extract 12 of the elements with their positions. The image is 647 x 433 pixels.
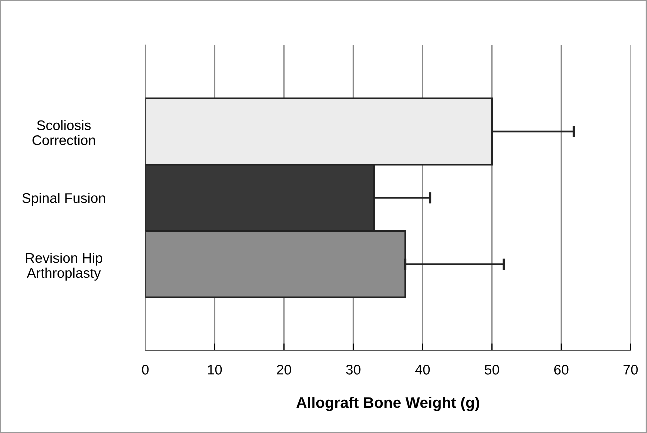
x-tick-label: 50 (485, 364, 500, 375)
x-axis-title: Allograft Bone Weight (g) (296, 397, 480, 412)
y-tick-label: Spinal Fusion (22, 193, 106, 206)
y-tick-label: Scoliosis Correction (32, 120, 96, 146)
x-tick-label: 10 (208, 364, 222, 375)
x-tick-label: 40 (415, 364, 430, 375)
x-tick-label: 70 (624, 364, 638, 375)
y-tick-label: Revision Hip Arthroplasty (26, 252, 102, 281)
x-tick-label: 0 (142, 364, 149, 375)
x-tick-label: 60 (554, 364, 569, 375)
x-tick-label: 20 (277, 364, 292, 375)
x-tick-label: 30 (346, 364, 361, 375)
